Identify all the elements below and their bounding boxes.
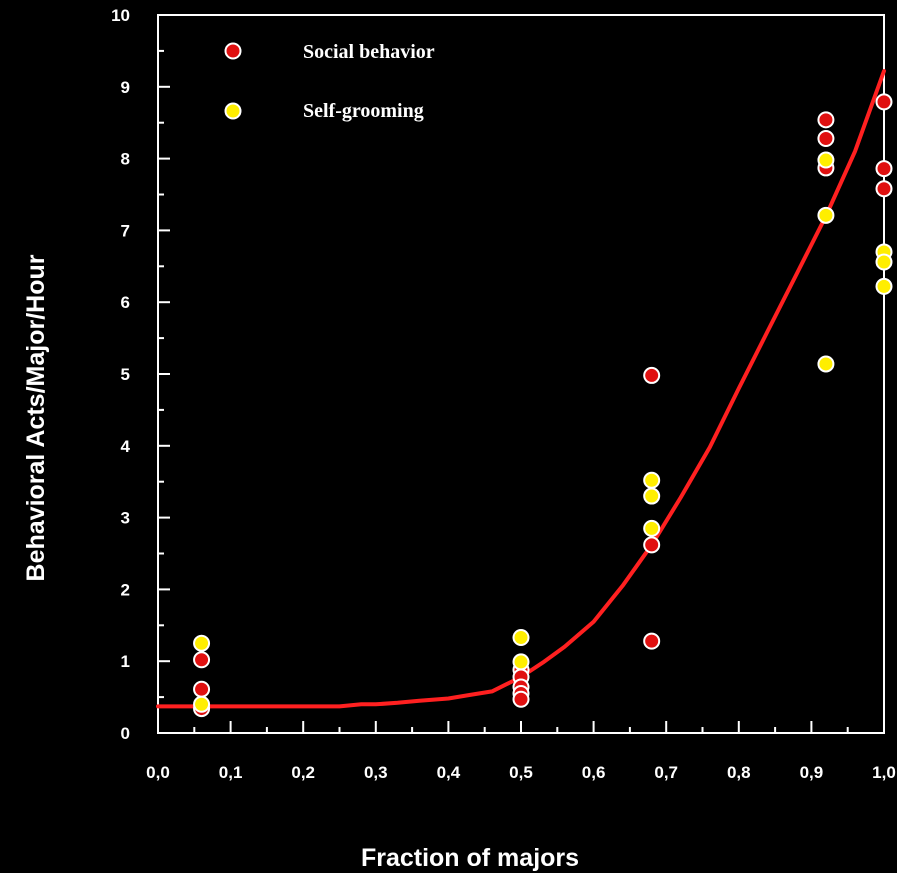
y-tick-label: 2 [121, 580, 130, 599]
data-point-self-grooming [512, 629, 530, 647]
legend-marker-self-grooming [224, 102, 242, 120]
x-tick-label: 0,7 [654, 763, 678, 782]
x-tick-label: 0,8 [727, 763, 751, 782]
fit-curve [156, 69, 886, 709]
data-point-self-grooming [512, 653, 530, 671]
y-axis-title: Behavioral Acts/Major/Hour [22, 254, 50, 581]
data-point-social-behavior [875, 180, 893, 198]
data-point-social-behavior [193, 651, 211, 669]
data-point-self-grooming [875, 277, 893, 295]
legend-label-self-grooming: Self-grooming [303, 100, 424, 122]
x-tick-label: 0,5 [509, 763, 533, 782]
data-point-self-grooming [643, 487, 661, 505]
data-point-social-behavior [643, 632, 661, 650]
x-axis-ticks [157, 721, 885, 733]
data-point-self-grooming [817, 206, 835, 224]
x-axis-tick-labels: 0,0 0,1 0,2 0,3 0,4 0,5 0,6 0,7 0,8 0,9 1,0 [146, 763, 896, 782]
data-point-self-grooming [643, 519, 661, 537]
data-point-self-grooming [875, 253, 893, 271]
legend-label-social-behavior: Social behavior [303, 41, 435, 63]
data-point-social-behavior [875, 93, 893, 111]
x-tick-label: 0,4 [437, 763, 461, 782]
data-point-social-behavior [643, 366, 661, 384]
data-point-social-behavior [817, 111, 835, 129]
y-tick-label: 6 [121, 293, 130, 312]
data-point-self-grooming [193, 634, 211, 652]
data-point-social-behavior [875, 160, 893, 178]
y-tick-label: 1 [121, 652, 130, 671]
y-tick-label: 3 [121, 509, 130, 528]
data-point-self-grooming [817, 355, 835, 373]
data-point-self-grooming [817, 151, 835, 169]
data-point-social-behavior [193, 680, 211, 698]
data-point-self-grooming [643, 471, 661, 489]
y-tick-label: 9 [121, 78, 130, 97]
data-point-social-behavior [817, 129, 835, 147]
x-tick-label: 0,2 [291, 763, 315, 782]
x-tick-label: 0,0 [146, 763, 170, 782]
data-point-social-behavior [512, 690, 530, 708]
data-point-self-grooming [193, 695, 211, 713]
x-axis-title: Fraction of majors [361, 844, 579, 872]
legend: Social behavior Self-grooming [224, 41, 435, 122]
y-tick-label: 5 [121, 365, 130, 384]
y-tick-label: 0 [121, 724, 130, 743]
y-tick-label: 8 [121, 150, 130, 169]
data-point-social-behavior [643, 536, 661, 554]
x-tick-label: 0,3 [364, 763, 388, 782]
x-tick-label: 0,6 [582, 763, 606, 782]
y-axis-ticks [158, 14, 170, 734]
y-tick-label: 4 [121, 437, 131, 456]
data-points [193, 93, 893, 718]
x-tick-label: 0,9 [800, 763, 824, 782]
legend-marker-social-behavior [224, 42, 242, 60]
y-tick-label: 10 [111, 6, 130, 25]
x-tick-label: 0,1 [219, 763, 243, 782]
y-tick-label: 7 [121, 221, 130, 240]
x-tick-label: 1,0 [872, 763, 896, 782]
plot-frame [157, 14, 885, 734]
y-axis-tick-labels: 0 1 2 3 4 5 6 7 8 9 10 [111, 6, 130, 743]
